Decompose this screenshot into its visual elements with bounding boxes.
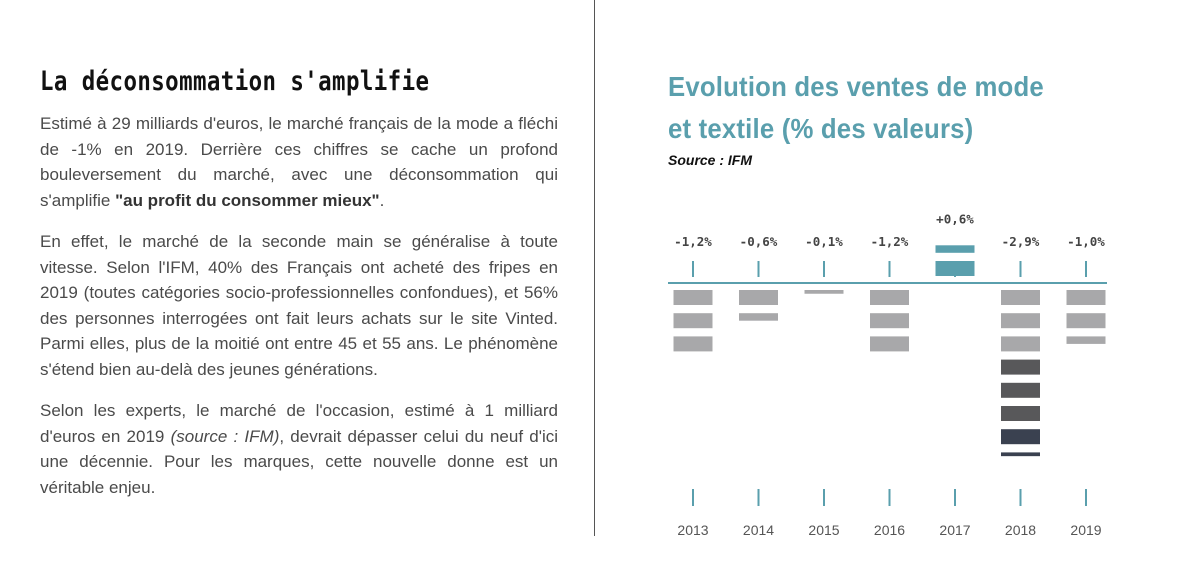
paragraph-1-bold: "au profit du consommer mieux"	[115, 190, 380, 210]
paragraph-1: Estimé à 29 milliards d'euros, le marché…	[40, 111, 558, 213]
chart-header: Evolution des ventes de mode et textile (…	[668, 66, 1148, 168]
paragraph-3-end: , devrait dépasser celui du neuf d'ici u…	[40, 426, 559, 497]
bar-block-2015-1	[804, 290, 844, 294]
value-label-2017: +0,6%	[936, 211, 974, 226]
year-label-2018: 2018	[1005, 522, 1036, 538]
paragraph-3-text: Selon les experts, le marché de l'occasi…	[40, 401, 558, 446]
year-label-2013: 2013	[677, 522, 708, 538]
bar-block-2018-2	[1001, 313, 1040, 329]
year-label-2015: 2015	[808, 522, 839, 538]
value-label-2013: -1,2%	[674, 234, 712, 249]
value-label-2014: -0,6%	[740, 234, 778, 249]
article-column: La déconsommation s'amplifie Estimé à 29…	[40, 66, 558, 516]
paragraph-2: En effet, le marché de la seconde main s…	[40, 232, 558, 379]
bar-block-2018-3	[1001, 336, 1040, 352]
bar-block-2017-2	[935, 245, 975, 253]
bar-block-2019-2	[1066, 313, 1106, 329]
bar-block-2017-1	[935, 261, 975, 276]
bar-block-2018-8	[1001, 452, 1040, 457]
paragraph-1-text: Estimé à 29 milliards d'euros, le marché…	[40, 114, 558, 210]
bar-block-2014-1	[739, 290, 778, 305]
bar-block-2018-1	[1001, 290, 1040, 305]
bar-block-2013-3	[673, 336, 713, 352]
value-label-2018: -2,9%	[1002, 234, 1040, 249]
bar-block-2013-2	[673, 313, 713, 329]
value-label-2016: -1,2%	[871, 234, 909, 249]
paragraph-3: Selon les experts, le marché de l'occasi…	[40, 398, 558, 500]
chart-source: Source : IFM	[668, 152, 753, 168]
bar-block-2018-7	[1001, 429, 1040, 445]
value-label-2019: -1,0%	[1067, 234, 1105, 249]
bar-block-2013-1	[673, 290, 713, 305]
chart-title-line-2: et textile (% des valeurs)	[668, 113, 974, 144]
year-label-2017: 2017	[939, 522, 970, 538]
column-divider	[594, 0, 595, 536]
bar-block-2018-5	[1001, 382, 1040, 398]
bar-block-2016-3	[870, 336, 909, 352]
bar-block-2018-4	[1001, 359, 1040, 375]
paragraph-3-source: (source : IFM)	[170, 426, 280, 446]
bar-block-2014-2	[739, 313, 778, 321]
bar-block-2016-1	[870, 290, 909, 305]
year-label-2019: 2019	[1070, 522, 1101, 538]
chart-title: Evolution des ventes de mode et textile (…	[668, 66, 1110, 150]
chart-title-line-1: Evolution des ventes de mode	[668, 71, 1044, 102]
bar-block-2018-6	[1001, 406, 1040, 421]
paragraph-1-end: .	[379, 190, 385, 210]
year-label-2016: 2016	[874, 522, 905, 538]
year-label-2014: 2014	[743, 522, 774, 538]
article-title: La déconsommation s'amplifie	[40, 66, 430, 97]
bar-block-2016-2	[870, 313, 909, 329]
bar-block-2019-3	[1066, 336, 1106, 344]
value-label-2015: -0,1%	[805, 234, 843, 249]
bar-block-2019-1	[1066, 290, 1106, 305]
